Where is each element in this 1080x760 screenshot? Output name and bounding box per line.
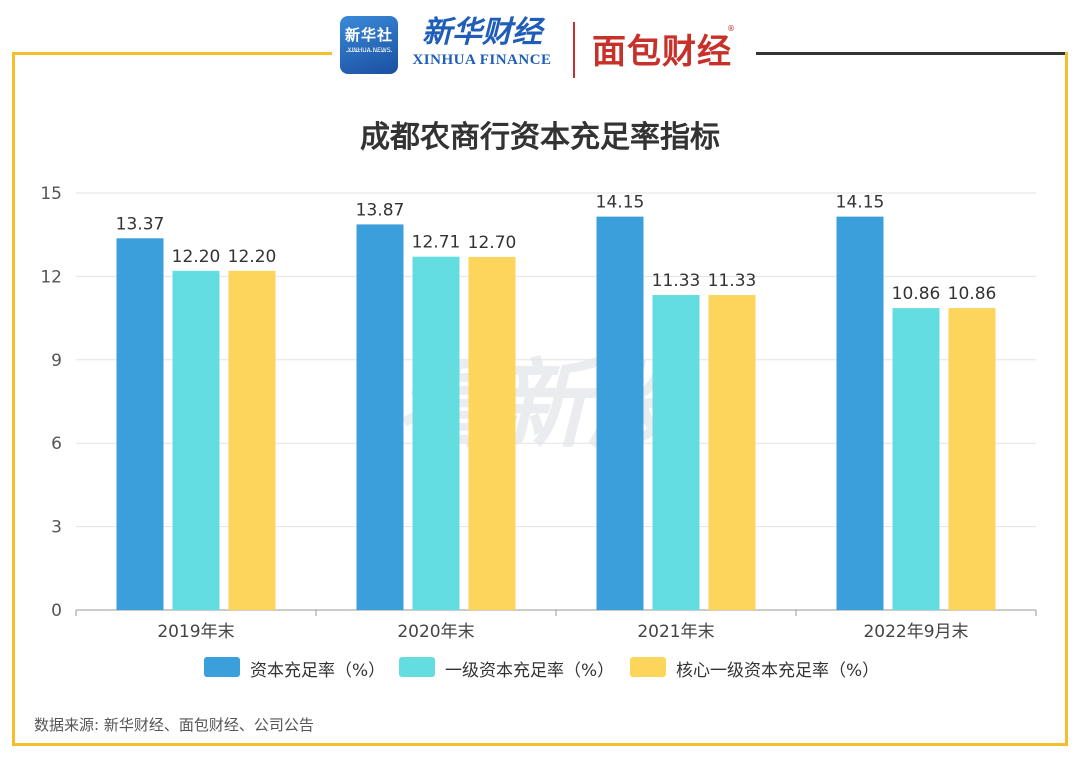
bar: [356, 224, 404, 610]
x-tick-label: 2020年末: [397, 622, 474, 642]
xinhua-news-logo: 新华社 XINHUA NEWS: [340, 16, 398, 74]
legend-swatch-tier1: [399, 657, 435, 677]
data-label: 12.20: [228, 247, 277, 267]
y-tick-label: 3: [51, 518, 62, 538]
registered-mark: ®: [727, 24, 736, 33]
network-icon: [346, 51, 392, 68]
legend-label-tier1: 一级资本充足率（%）: [445, 661, 615, 681]
data-label: 12.20: [172, 247, 221, 267]
xinhua-finance-logo-en: XINHUA FINANCE: [412, 52, 552, 68]
legend-swatch-core-tier1: [630, 657, 666, 677]
y-tick-label: 15: [40, 184, 62, 204]
frame-right-line: [1065, 52, 1068, 746]
legend-label-core-tier1: 核心一级资本充足率（%）: [676, 661, 880, 681]
bar: [468, 256, 516, 610]
bar: [708, 295, 756, 610]
data-label: 12.70: [468, 233, 517, 253]
bar: [412, 256, 460, 610]
bar: [836, 216, 884, 610]
x-tick-label: 2019年末: [157, 622, 234, 642]
header-logos: 新华社 XINHUA NEWS 新华财经 XINHUA FINANCE 面包财经…: [340, 10, 750, 78]
legend-label-capital-adequacy: 资本充足率（%）: [250, 661, 386, 681]
frame-top-right-line: [756, 52, 1068, 55]
xinhua-news-logo-cn: 新华社: [344, 26, 393, 44]
chart-legend: 资本充足率（%） 一级资本充足率（%） 核心一级资本充足率（%）: [0, 653, 1080, 681]
data-label: 13.87: [356, 200, 405, 220]
legend-swatch-capital-adequacy: [204, 657, 240, 677]
data-label: 11.33: [708, 271, 757, 291]
xinhua-finance-logo: 新华财经 XINHUA FINANCE: [412, 14, 552, 69]
chart-title: 成都农商行资本充足率指标: [360, 120, 720, 155]
logo-divider: [573, 22, 575, 78]
y-tick-label: 12: [40, 267, 62, 287]
x-tick-label: 2021年末: [637, 622, 714, 642]
source-note: 数据来源: 新华财经、面包财经、公司公告: [34, 716, 314, 734]
data-label: 10.86: [948, 284, 997, 304]
frame-top-left-line: [12, 52, 332, 55]
mianbao-logo-text: 面包财经: [592, 32, 732, 72]
y-tick-label: 0: [51, 601, 62, 621]
y-tick-label: 9: [51, 351, 62, 371]
bar: [116, 238, 164, 610]
xinhua-news-logo-en: XINHUA NEWS: [347, 47, 391, 54]
bar: [652, 295, 700, 610]
data-label: 14.15: [596, 193, 645, 213]
bar: [596, 216, 644, 610]
bar: [228, 270, 276, 610]
data-label: 10.86: [892, 284, 941, 304]
bar: [172, 270, 220, 610]
y-tick-label: 6: [51, 434, 62, 454]
bar: [892, 308, 940, 610]
frame-left-line: [12, 52, 15, 746]
data-label: 14.15: [836, 193, 885, 213]
mianbao-logo: 面包财经 ®: [592, 24, 735, 73]
frame-bottom-line: [12, 743, 1068, 746]
data-label: 11.33: [652, 271, 701, 291]
x-tick-label: 2022年9月末: [863, 622, 968, 642]
xinhua-finance-logo-cn: 新华财经: [422, 15, 542, 50]
bar: [948, 308, 996, 610]
data-label: 12.71: [412, 233, 461, 253]
data-label: 13.37: [116, 214, 165, 234]
